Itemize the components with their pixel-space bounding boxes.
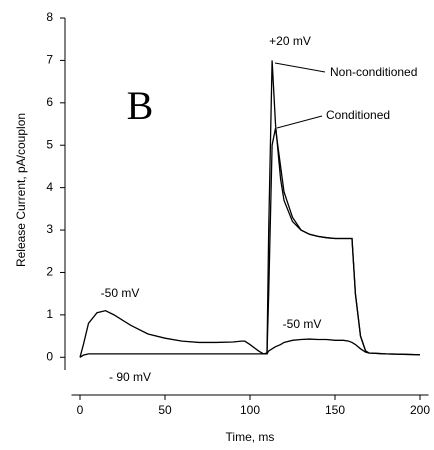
annotation: -50 mV xyxy=(283,317,322,331)
x-tick-label: 0 xyxy=(77,403,84,417)
annotation: +20 mV xyxy=(269,34,311,48)
trace xyxy=(263,338,370,355)
annotation: - 90 mV xyxy=(109,370,151,384)
legend-label: Conditioned xyxy=(326,108,390,122)
y-tick-label: 5 xyxy=(46,137,53,151)
y-tick-label: 7 xyxy=(46,53,53,67)
annotation: -50 mV xyxy=(101,286,140,300)
y-tick-label: 8 xyxy=(46,10,53,24)
y-tick-label: 1 xyxy=(46,307,53,321)
legend-label: Non-conditioned xyxy=(330,65,417,79)
callout-line xyxy=(276,115,323,129)
y-tick-label: 6 xyxy=(46,95,53,109)
x-tick-label: 100 xyxy=(240,403,260,417)
panel-label: B xyxy=(127,83,154,128)
x-tick-label: 200 xyxy=(410,403,430,417)
y-tick-label: 2 xyxy=(46,265,53,279)
y-tick-label: 4 xyxy=(46,180,53,194)
y-axis-label: Release Current, pA/couplon xyxy=(14,113,28,267)
x-tick-label: 150 xyxy=(325,403,345,417)
trace xyxy=(79,128,421,358)
y-tick-label: 0 xyxy=(46,349,53,363)
callout-line xyxy=(274,62,326,73)
x-tick-label: 50 xyxy=(158,403,172,417)
x-axis-label: Time, ms xyxy=(226,430,275,444)
y-tick-label: 3 xyxy=(46,222,53,236)
